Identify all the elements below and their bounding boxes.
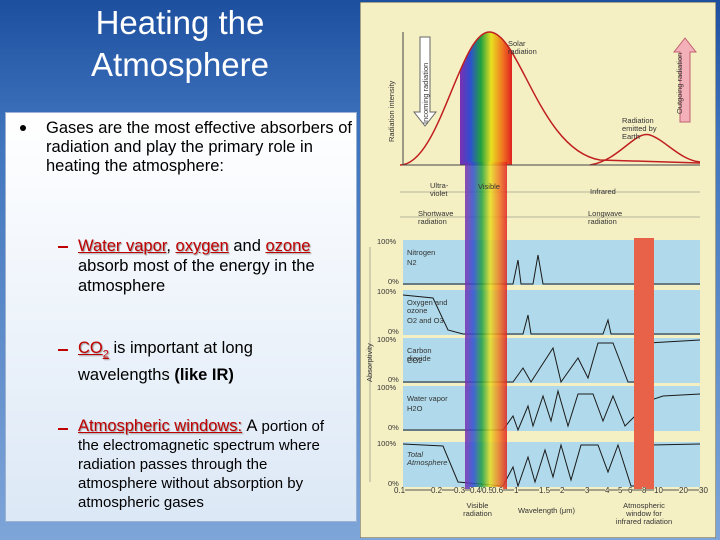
text: portion of the electromagnetic spectrum … [78,418,325,511]
sub-dash [58,428,68,430]
label: Radiation emitted by Earth [622,116,657,141]
percent-label: 100% [377,237,397,246]
text: absorb most of the energy in the atmosph… [78,257,315,295]
panel-name: Water vapor [407,394,448,403]
absorption-curve [403,254,700,285]
tick-label: 2 [560,486,565,495]
percent-label: 100% [377,383,397,392]
tick-label: 0.5 [482,486,494,495]
incoming-arrow [412,36,438,127]
tick-label: 20 [679,486,688,495]
visible-spectrum [460,31,512,165]
tick-label: 5 [618,486,623,495]
figure-graphics [360,2,716,538]
bullet-text: Gases are the most effective absorbers o… [46,119,353,175]
label: Shortwave radiation [418,209,454,226]
text: and [233,237,261,255]
solar-curve [399,31,701,166]
tick-label: 0.6 [492,486,504,495]
label: Visible [478,182,500,191]
highlight: oxygen [175,237,229,255]
panel-name: Nitrogen [407,248,436,257]
band-lines [400,191,700,218]
content-box [5,112,357,522]
tick-label: 0.1 [394,486,406,495]
tick-label: 0.4 [470,486,482,495]
label: Wavelength (μm) [518,506,575,515]
ir-window [634,238,654,489]
panel-formula: N2 [407,258,417,267]
panel-formula: O2 and O3 [407,316,444,325]
label: Outgoing radiation [675,52,684,114]
text: (like IR) [174,366,234,385]
label: Absorptivity [365,343,374,382]
figure: Solar radiation Incoming radiation Radiati… [360,2,716,538]
absorption-curve [402,294,700,335]
tick-label: 0.2 [431,486,443,495]
sub-dash [58,349,68,351]
tick-label: 1.5 [539,486,551,495]
subscript: 2 [102,348,109,361]
bullet-dot [20,125,26,131]
panel-name: Carbon dioxide [407,346,432,363]
label: Infrared [590,187,616,196]
percent-label: 0% [388,375,399,384]
panel-formula: H2O [407,404,423,413]
label: Radiation intensity [387,80,396,142]
graph-axes [402,32,700,166]
highlight: Atmospheric windows: [78,417,243,435]
percent-label: 100% [377,335,397,344]
sub-item: CO2 is important at long wavelengths (li… [78,338,338,386]
percent-label: 100% [377,439,397,448]
visible-column [465,162,507,489]
sub-item: Atmospheric windows: A portion of the el… [78,417,348,512]
text: is important at long wavelengths [78,339,253,385]
tick-label: 0.3 [454,486,466,495]
text: , [166,237,171,255]
label: Ultra-violet [430,181,449,198]
text: A [246,417,258,435]
highlight: CO [78,339,103,357]
percent-label: 0% [388,277,399,286]
earth-curve [589,133,701,166]
tick-label: 1 [514,486,519,495]
label: Visible radiation [463,501,492,518]
label: Atmospheric window for infrared radiatio… [615,501,673,526]
tick-label: 10 [654,486,663,495]
slide-title: Heating the Atmosphere [91,4,269,83]
tick-label: 3 [585,486,590,495]
label: Solar radiation [508,39,537,56]
highlight: ozone [265,237,311,255]
percent-label: 0% [388,327,399,336]
panel-formula: CO2 [407,356,423,365]
percent-label: 100% [377,287,397,296]
percent-label: 0% [388,479,399,488]
highlight: Water vapor [78,237,167,255]
sub-dash [58,246,68,248]
tick-label: 8 [642,486,647,495]
tick-label: 4 [605,486,610,495]
panel-name: Oxygen and ozone [407,298,448,315]
tick-label: 30 [699,486,708,495]
outgoing-arrow [672,37,698,123]
panel-name: Total Atmosphere [407,450,448,467]
percent-label: 0% [388,423,399,432]
sub-item: Water vapor, oxygen and ozone absorb mos… [78,236,348,296]
tick-label: 6 [628,486,633,495]
label: Incoming radiation [421,62,430,124]
label: Longwave radiation [588,209,623,226]
